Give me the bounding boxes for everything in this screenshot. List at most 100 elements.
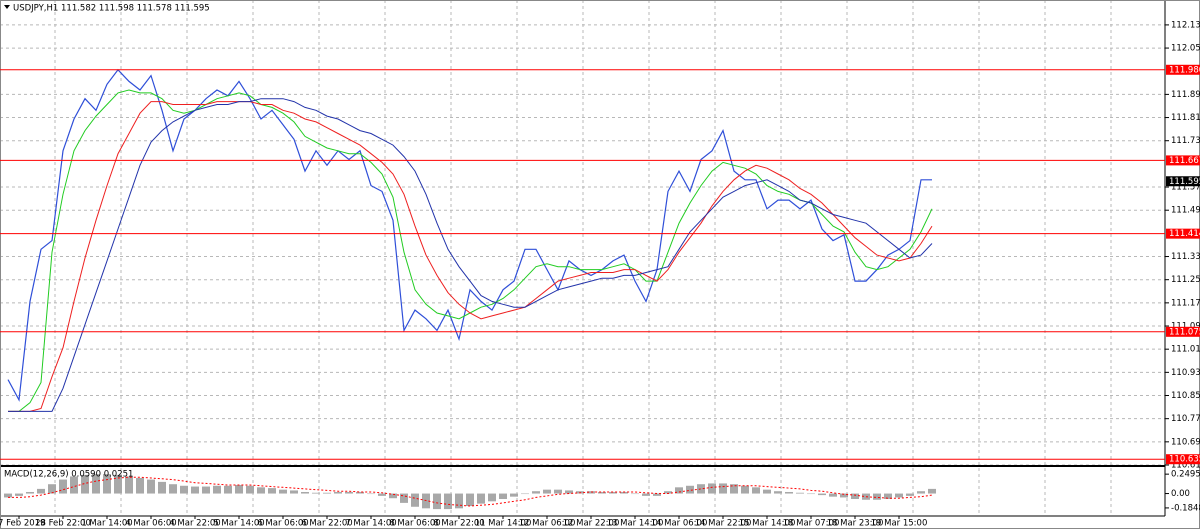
macd-bar [785,491,793,494]
y-tick-label: 110.775 [1171,414,1200,424]
macd-bar [466,493,474,506]
macd-bar [829,493,837,497]
macd-bar [224,485,232,494]
macd-bar [367,493,375,495]
macd-bar [26,491,34,494]
y-tick-label: 110.935 [1171,368,1200,378]
x-tick-label: 4 Mar 22:00 [169,519,220,529]
y-tick-label: 0.2495 [1171,470,1200,480]
y-tick-label: 111.015 [1171,345,1200,355]
macd-bar [323,492,331,494]
moving-average [8,98,933,412]
macd-bar [598,491,606,494]
macd-bar [444,493,452,510]
macd-bar [708,483,716,494]
level-tag [1166,155,1200,166]
y-tick-label: 111.495 [1171,206,1200,216]
macd-bar [851,493,859,499]
macd-bar [543,489,551,494]
macd-bar [268,488,276,494]
x-tick-label: 5 Mar 14:00 [213,519,264,529]
x-tick-label: 27 Feb 2019 [0,519,45,529]
y-tick-label: 111.335 [1171,252,1200,262]
moving-average [8,101,933,412]
macd-bar [235,484,243,494]
macd-bar [917,491,925,494]
x-tick-label: 8 Mar 06:00 [389,519,440,529]
x-tick-label: 8 Mar 22:00 [433,519,484,529]
title-arrow [4,5,10,9]
macd-bar [92,474,100,494]
macd-bar [37,488,45,494]
macd-bar [697,484,705,494]
level-label: 111.667 [1169,156,1200,166]
x-tick-label: 18 Mar 23:00 [827,519,884,529]
macd-bar [389,493,397,499]
y-tick-label: 110.695 [1171,437,1200,447]
y-tick-label: 111.735 [1171,136,1200,146]
macd-bar [59,479,67,494]
macd-bar [686,485,694,494]
y-tick-label: 111.895 [1171,90,1200,100]
macd-bar [455,493,463,509]
macd-bar [609,491,617,494]
y-tick-label: -0.1848 [1171,503,1200,513]
marks-layer [4,68,936,510]
macd-bar [840,493,848,498]
level-label: 111.980 [1169,65,1200,75]
price-line [7,68,932,402]
macd-bar [103,474,111,494]
macd-bar [587,491,595,494]
macd-bar [191,486,199,494]
macd-bar [521,493,529,495]
macd-bar [884,493,892,499]
macd-bar [312,492,320,494]
macd-bar [202,486,210,494]
macd-bar [488,493,496,502]
x-tick-label: 28 Feb 22:00 [35,519,91,529]
x-tick-label: 6 Mar 06:00 [257,519,308,529]
macd-bar [4,493,12,498]
level-label: 111.414 [1169,229,1200,239]
level-label: 110.635 [1169,455,1200,465]
macd-bar [114,474,122,494]
x-tick-label: 12 Mar 06:00 [519,519,576,529]
chart-title: USDJPY,H1 111.582 111.598 111.578 111.59… [13,4,210,14]
macd-bar [532,491,540,494]
macd-bar [631,493,639,495]
macd-bar [928,488,936,494]
macd-bar [48,484,56,494]
macd-bar [246,485,254,494]
macd-signal [8,476,933,507]
macd-bar [774,491,782,494]
macd-bar [81,474,89,494]
x-tick-label: 6 Mar 22:00 [301,519,352,529]
x-tick-label: 15 Mar 14:00 [739,519,796,529]
level-tag [1166,454,1200,465]
macd-bar [290,490,298,494]
y-tick-label: 112.135 [1171,20,1200,30]
macd-bar [752,487,760,494]
macd-title: MACD(12,26,9) 0.0590 0.0251 [4,470,133,480]
level-tag [1166,326,1200,337]
macd-bar [213,485,221,494]
macd-bar [664,491,672,494]
y-tick-label: 111.095 [1171,322,1200,332]
macd-bar [411,493,419,507]
y-tick-label: 0.00 [1171,489,1190,499]
macd-bar [334,491,342,494]
y-tick-label: 110.615 [1171,461,1200,471]
macd-bar [477,493,485,504]
macd-bar [895,493,903,498]
macd-bar [158,481,166,494]
macd-bar [807,493,815,495]
macd-bar [818,493,826,496]
macd-bar [378,493,386,496]
macd-bar [433,493,441,510]
macd-bar [796,492,804,494]
last-price-tag [1166,176,1200,187]
y-tick-label: 111.575 [1171,183,1200,193]
y-tick-label: 111.815 [1171,113,1200,123]
